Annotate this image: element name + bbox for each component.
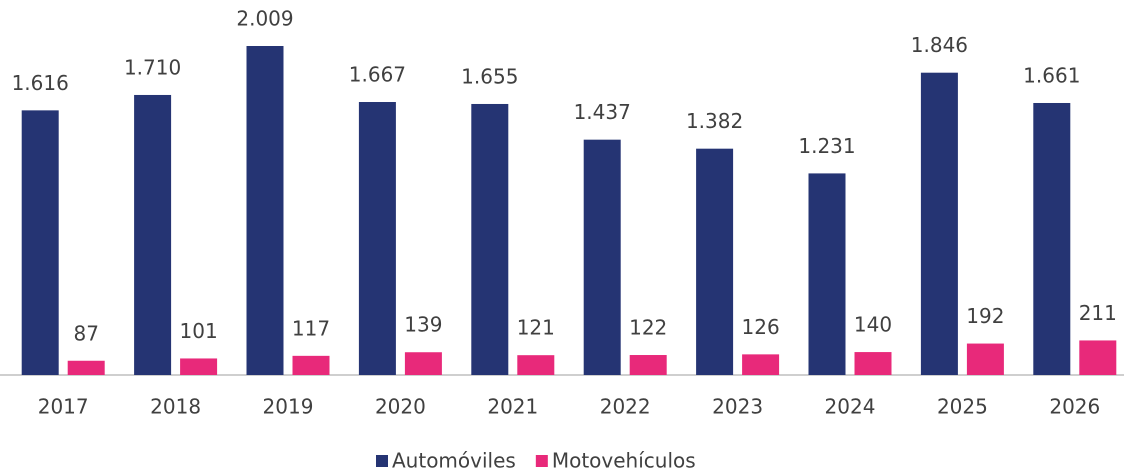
legend-label: Automóviles — [392, 449, 516, 472]
value-label: 139 — [404, 313, 442, 337]
value-label: 1.437 — [574, 100, 631, 124]
value-label: 87 — [73, 321, 98, 345]
bar — [966, 343, 1004, 375]
x-tick-label: 2020 — [375, 395, 426, 419]
x-tick-label: 2019 — [263, 395, 314, 419]
legend-swatch — [535, 455, 548, 467]
value-label: 1.655 — [461, 64, 518, 88]
value-label: 101 — [180, 319, 218, 343]
x-tick-label: 2026 — [1049, 395, 1100, 419]
x-tick-label: 2023 — [712, 395, 763, 419]
bar — [1033, 102, 1071, 375]
bar — [920, 72, 958, 375]
value-label: 122 — [629, 316, 667, 340]
value-label: 192 — [966, 304, 1004, 328]
bar — [358, 102, 396, 376]
value-label: 1.667 — [349, 63, 406, 87]
value-label: 1.616 — [12, 71, 69, 95]
value-label: 140 — [854, 313, 892, 337]
bar — [67, 360, 105, 375]
bar — [180, 358, 218, 375]
x-tick-label: 2017 — [38, 395, 89, 419]
bar — [517, 355, 555, 375]
value-label: 1.661 — [1023, 63, 1080, 87]
bar — [134, 94, 172, 376]
bar — [808, 173, 846, 375]
bar — [629, 355, 667, 375]
value-label: 121 — [517, 316, 555, 340]
x-tick-label: 2021 — [487, 395, 538, 419]
bar — [471, 103, 509, 376]
value-label: 117 — [292, 316, 330, 340]
x-tick-label: 2018 — [150, 395, 201, 419]
legend-swatch — [376, 455, 388, 467]
bar — [21, 110, 59, 375]
value-label: 1.231 — [798, 134, 855, 158]
value-label: 1.710 — [124, 55, 181, 79]
value-label: 2.009 — [236, 7, 293, 31]
bar — [1079, 340, 1117, 375]
bar — [404, 352, 442, 375]
bar — [292, 355, 330, 375]
bar — [246, 46, 284, 375]
bar — [854, 352, 892, 375]
value-label: 126 — [742, 315, 780, 339]
x-tick-label: 2022 — [600, 395, 651, 419]
x-tick-label: 2025 — [937, 395, 988, 419]
bar — [696, 148, 734, 375]
bar — [742, 354, 780, 375]
value-label: 211 — [1079, 301, 1117, 325]
legend-label: Motovehículos — [552, 449, 696, 472]
value-label: 1.382 — [686, 109, 743, 133]
bar — [583, 139, 621, 375]
value-label: 1.846 — [911, 33, 968, 57]
x-tick-label: 2024 — [825, 395, 876, 419]
